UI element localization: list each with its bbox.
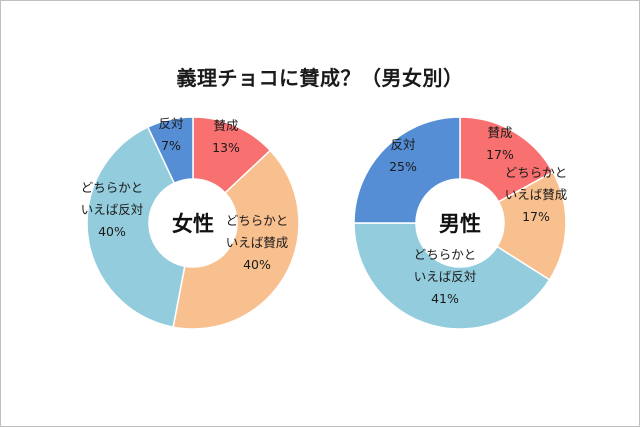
slice-label: どちらかといえば賛成 40% (226, 213, 289, 272)
slice-label-line: 17% (522, 209, 550, 224)
slice-label-line: 13% (212, 140, 240, 155)
chart-title: 義理チョコに賛成？（男女別） (176, 66, 464, 90)
slice-label: 賛成 17% (486, 125, 514, 162)
slice-label-line: 25% (389, 159, 417, 174)
slice-label-line: 7% (161, 138, 181, 153)
donut-slice (353, 116, 461, 224)
slice-label-line: 40% (243, 257, 271, 272)
slice-label-line: いえば賛成 (226, 235, 289, 250)
donut-slice (353, 222, 551, 330)
slice-label-line: 41% (431, 291, 459, 306)
slice-label-line: どちらかと (505, 165, 568, 180)
slice-label-line: 17% (486, 147, 514, 162)
slice-label: 反対 7% (158, 116, 183, 153)
slice-label-line: どちらかと (226, 213, 289, 228)
donut-center-label: 男性 (439, 212, 481, 236)
donut-slice (459, 116, 554, 203)
donut-center-label: 女性 (172, 212, 214, 236)
slice-label: どちらかといえば反対 40% (81, 180, 144, 239)
slice-label: 反対 25% (389, 137, 417, 174)
slice-label-line: 賛成 (487, 125, 512, 140)
slice-label-line: どちらかと (414, 247, 477, 262)
donut-slice (86, 126, 186, 329)
donut-slice (172, 149, 300, 330)
slice-label-line: いえば反対 (81, 202, 144, 217)
slice-label-line: 反対 (390, 137, 415, 152)
slice-label-line: 反対 (158, 116, 183, 131)
slice-label: 賛成 13% (212, 118, 240, 155)
slice-label-line: いえば反対 (414, 269, 477, 284)
slice-label-line: 賛成 (213, 118, 238, 133)
slice-label-line: 40% (98, 224, 126, 239)
donut-slice (146, 116, 194, 185)
slice-label: どちらかといえば賛成 17% (505, 165, 568, 224)
slice-label-line: いえば賛成 (505, 187, 568, 202)
donut-slice (496, 170, 567, 281)
slice-label: どちらかといえば反対 41% (414, 247, 477, 306)
slice-label-line: どちらかと (81, 180, 144, 195)
